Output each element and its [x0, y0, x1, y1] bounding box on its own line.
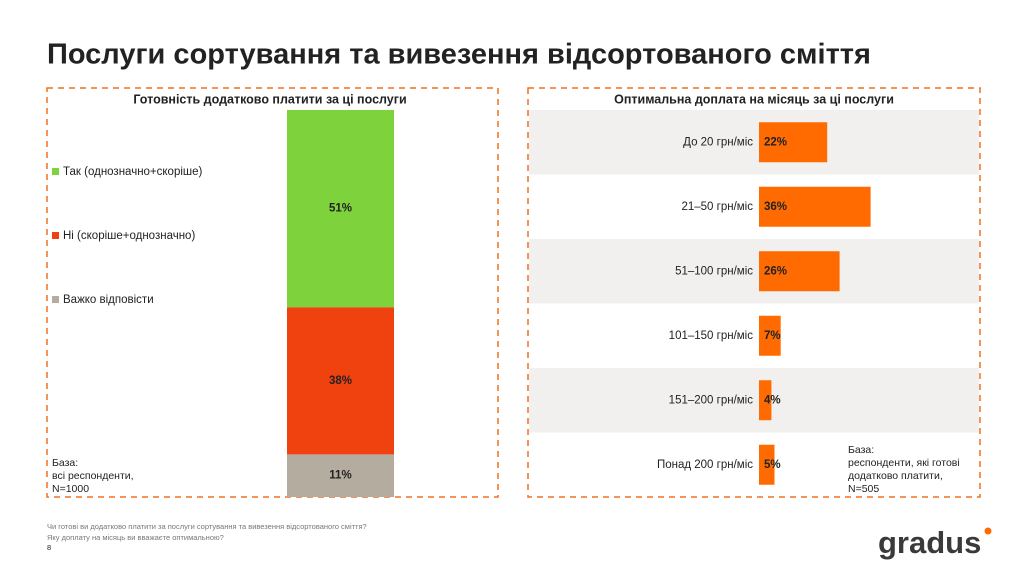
chart-title: Готовність додатково платити за ці послу… [133, 92, 406, 106]
legend-swatch [52, 296, 59, 303]
legend-swatch [52, 232, 59, 239]
row-band [529, 239, 979, 304]
data-label: 11% [329, 470, 351, 482]
bar [759, 380, 772, 421]
legend-label: Так (однозначно+скоріше) [63, 166, 203, 178]
row-band [529, 110, 979, 175]
data-label: 36% [764, 201, 787, 213]
footnote: Чи готові ви додатково платити за послуг… [47, 522, 367, 531]
bar-segment [287, 110, 394, 308]
category-label: 51–100 грн/міс [675, 265, 753, 277]
bar [759, 251, 840, 292]
bar [759, 186, 871, 227]
category-label: 21–50 грн/міс [681, 201, 753, 213]
logo: gradus [878, 525, 981, 560]
slide-title: Послуги сортування та вивезення відсорто… [47, 39, 871, 71]
base-note: База: респонденти, які готові додатково … [848, 444, 960, 495]
base-note: База: всі респонденти, N=1000 [52, 457, 134, 495]
data-label: 4% [764, 394, 781, 406]
data-label: 22% [764, 136, 787, 148]
legend-label: Ні (скоріше+однозначно) [63, 230, 195, 242]
bar-segment [287, 454, 394, 497]
data-label: 51% [329, 203, 352, 215]
legend-swatch [52, 168, 59, 175]
chart-title: Оптимальна доплата на місяць за ці послу… [614, 92, 894, 106]
bar [759, 444, 775, 485]
data-label: 38% [329, 375, 352, 387]
data-label: 7% [764, 330, 781, 342]
logo-dot [984, 527, 992, 535]
frame [527, 87, 981, 498]
data-label: 26% [764, 265, 787, 277]
bar [759, 315, 781, 356]
frame [46, 87, 499, 498]
bar [759, 122, 828, 163]
data-label: 5% [764, 459, 781, 471]
category-label: Понад 200 грн/міс [657, 459, 753, 471]
category-label: 151–200 грн/міс [669, 394, 754, 406]
footnote: Яку доплату на місяць ви вважаєте оптима… [47, 533, 224, 542]
category-label: 101–150 грн/міс [669, 330, 754, 342]
page-number: 8 [47, 543, 51, 552]
legend-label: Важко відповісти [63, 294, 154, 306]
category-label: До 20 грн/міс [683, 136, 753, 148]
row-band [529, 368, 979, 433]
bar-segment [287, 307, 394, 455]
